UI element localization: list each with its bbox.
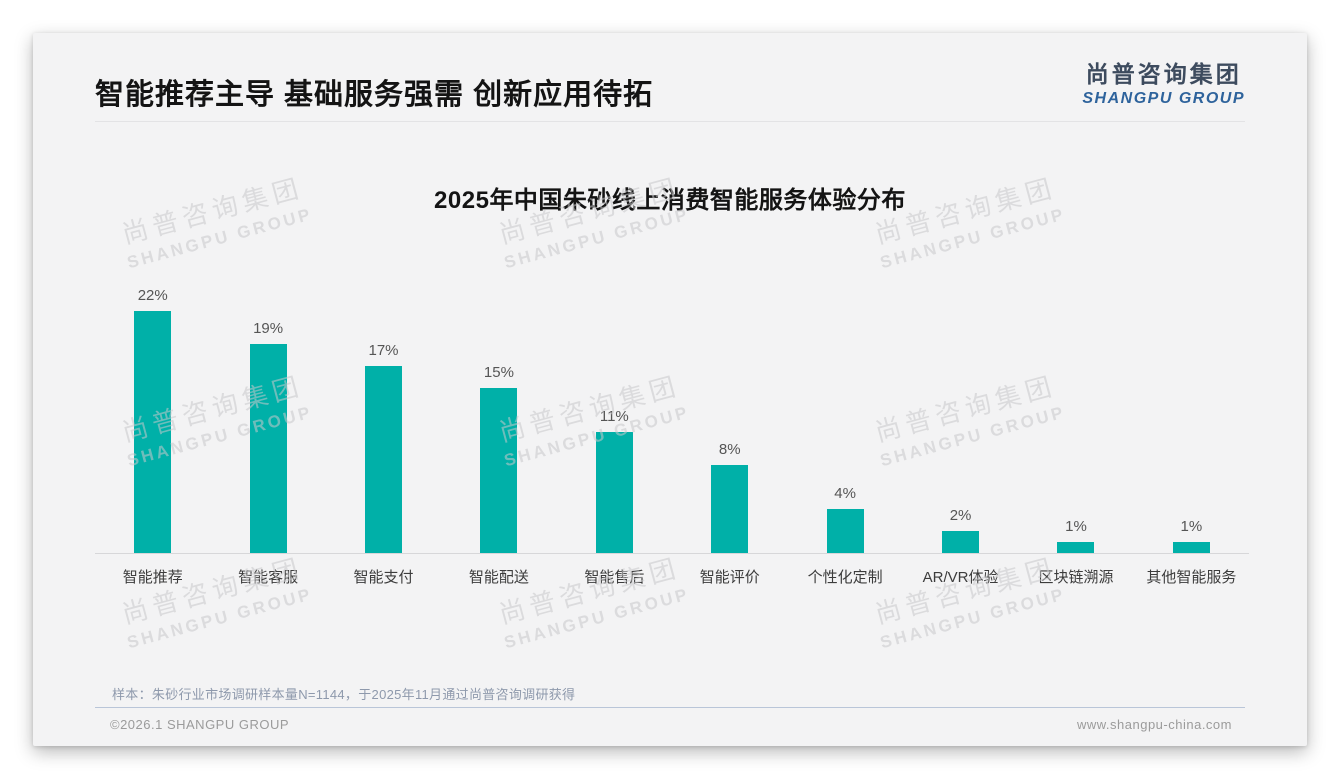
- watermark-chinese-text: 尚普咨询集团: [118, 552, 307, 630]
- x-axis-label: 智能支付: [353, 569, 414, 586]
- bar-value-label: 11%: [599, 408, 629, 425]
- bar-value-label: 1%: [1180, 518, 1203, 535]
- bar-value-label: 8%: [718, 441, 741, 458]
- bar-value-label: 17%: [368, 342, 399, 359]
- bar: [1172, 542, 1210, 553]
- bar: [134, 311, 172, 553]
- x-axis-label: 智能售后: [584, 569, 645, 586]
- bar-group: 8%: [672, 280, 787, 553]
- x-axis-line: [95, 553, 1249, 554]
- watermark-english-text: SHANGPU GROUP: [502, 584, 692, 653]
- bar-chart-bars: 22% 19% 17% 15% 11% 8% 4% 2% 1% 1%: [95, 280, 1249, 553]
- page-title: 智能推荐主导 基础服务强需 创新应用待拓: [95, 79, 654, 111]
- bar-chart-xlabels: 智能推荐 智能客服 智能支付 智能配送 智能售后 智能评价 个性化定制 AR/VR体验 区块链溯…: [95, 566, 1249, 587]
- bar: [711, 465, 749, 553]
- website-url: www.shangpu-china.com: [1076, 717, 1232, 732]
- sample-note: 样本：朱砂行业市场调研样本量N=1144，于2025年11月通过尚普咨询调研获得: [112, 687, 576, 702]
- watermark-chinese-text: 尚普咨询集团: [495, 552, 684, 630]
- logo-chinese-name: 尚普咨询集团: [1085, 61, 1242, 87]
- watermark: 尚普咨询集团 SHANGPU GROUP: [868, 547, 1068, 653]
- bar-group: 15%: [441, 280, 556, 553]
- bar: [595, 432, 633, 553]
- bar-value-label: 22%: [137, 287, 168, 304]
- watermark-english-text: SHANGPU GROUP: [878, 584, 1068, 653]
- x-axis-label: 智能推荐: [122, 569, 183, 586]
- x-axis-label: 智能配送: [468, 569, 529, 586]
- bar: [826, 509, 864, 553]
- watermark: 尚普咨询集团 SHANGPU GROUP: [492, 547, 692, 653]
- x-axis-label: 智能评价: [699, 569, 760, 586]
- logo-english-name: SHANGPU GROUP: [1082, 90, 1245, 107]
- bar: [365, 366, 403, 553]
- bar-value-label: 19%: [253, 320, 284, 337]
- x-axis-label: AR/VR体验: [922, 569, 999, 586]
- bar-group: 11%: [557, 280, 672, 553]
- x-axis-label: 个性化定制: [807, 569, 883, 586]
- bar-group: 19%: [210, 280, 325, 553]
- bar: [249, 344, 287, 553]
- bar-value-label: 1%: [1065, 518, 1087, 535]
- title-divider: [95, 121, 1245, 122]
- bar-group: 4%: [787, 280, 902, 553]
- footer-divider: [95, 707, 1245, 708]
- bar-group: 17%: [326, 280, 441, 553]
- bar-group: 1%: [1134, 280, 1249, 553]
- bar-chart: 22% 19% 17% 15% 11% 8% 4% 2% 1% 1%: [95, 280, 1249, 553]
- x-axis-label: 区块链溯源: [1038, 569, 1114, 586]
- bar: [480, 388, 518, 553]
- report-slide: 智能推荐主导 基础服务强需 创新应用待拓 尚普咨询集团 SHANGPU GROU…: [33, 33, 1307, 746]
- copyright-text: ©2026.1 SHANGPU GROUP: [110, 717, 290, 732]
- bar: [942, 531, 980, 553]
- x-axis-label: 其他智能服务: [1146, 569, 1237, 586]
- bar-group: 2%: [903, 280, 1018, 553]
- watermark-chinese-text: 尚普咨询集团: [871, 552, 1060, 630]
- bar-value-label: 15%: [483, 364, 514, 381]
- chart-title: 2025年中国朱砂线上消费智能服务体验分布: [434, 187, 906, 214]
- watermark: 尚普咨询集团 SHANGPU GROUP: [115, 547, 315, 653]
- bar-group: 22%: [95, 280, 210, 553]
- company-logo: 尚普咨询集团 SHANGPU GROUP: [1082, 55, 1245, 108]
- bar: [1057, 542, 1095, 553]
- x-axis-label: 智能客服: [238, 569, 299, 586]
- bar-value-label: 2%: [949, 507, 972, 524]
- bar-value-label: 4%: [834, 485, 856, 502]
- watermark-english-text: SHANGPU GROUP: [125, 584, 315, 653]
- bar-group: 1%: [1018, 280, 1133, 553]
